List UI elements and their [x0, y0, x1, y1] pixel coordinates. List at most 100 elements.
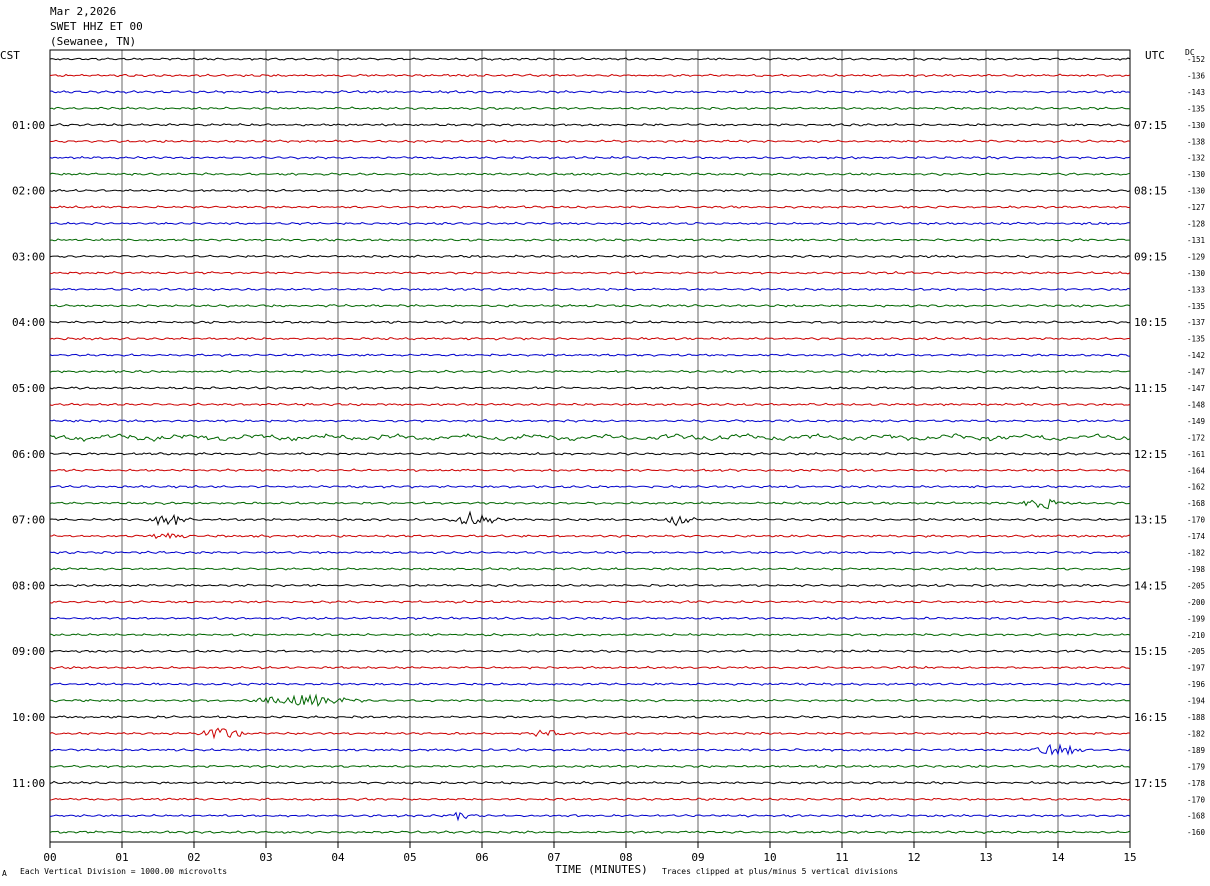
seismic-trace-9 — [49, 188, 1131, 193]
local-hour-label: 06:00 — [12, 448, 45, 461]
dc-offset-label: -168 — [1187, 499, 1206, 508]
utc-hour-label: 17:15 — [1134, 777, 1167, 790]
utc-timezone-label: UTC — [1145, 49, 1165, 62]
x-tick-label: 09 — [691, 851, 704, 864]
seismic-trace-47 — [49, 811, 1131, 822]
seismic-trace-33 — [49, 583, 1131, 588]
dc-offset-label: -179 — [1187, 762, 1205, 771]
local-hour-label: 03:00 — [12, 250, 45, 263]
seismic-trace-18 — [49, 336, 1130, 341]
seismic-trace-6 — [49, 139, 1131, 144]
seismic-trace-29 — [49, 510, 1130, 527]
dc-offset-label: -133 — [1187, 285, 1205, 294]
seismic-trace-31 — [49, 550, 1131, 555]
seismic-trace-24 — [49, 433, 1131, 442]
dc-offset-label: -196 — [1187, 680, 1206, 689]
x-tick-label: 00 — [43, 851, 56, 864]
seismic-trace-8 — [49, 172, 1131, 176]
x-tick-label: 12 — [907, 851, 920, 864]
x-tick-label: 14 — [1051, 851, 1065, 864]
x-tick-label: 13 — [979, 851, 992, 864]
dc-offset-label: -142 — [1187, 351, 1205, 360]
local-hour-label: 05:00 — [12, 382, 45, 395]
seismic-trace-14 — [49, 270, 1131, 275]
seismic-trace-1 — [49, 57, 1131, 61]
dc-offset-label: -147 — [1187, 368, 1205, 377]
dc-offset-label: -160 — [1187, 828, 1206, 837]
x-tick-label: 01 — [115, 851, 128, 864]
x-tick-label: 11 — [835, 851, 848, 864]
utc-hour-label: 12:15 — [1134, 448, 1167, 461]
seismic-trace-36 — [49, 632, 1131, 637]
seismic-trace-20 — [49, 369, 1131, 374]
station-label: SWET HHZ ET 00 — [50, 20, 143, 33]
x-tick-label: 15 — [1123, 851, 1136, 864]
seismic-trace-37 — [49, 649, 1131, 654]
seismic-trace-21 — [49, 386, 1131, 390]
dc-offset-label: -129 — [1187, 252, 1205, 261]
dc-column-label: DC — [1185, 48, 1195, 57]
dc-offset-label: -127 — [1187, 203, 1205, 212]
utc-hour-label: 08:15 — [1134, 185, 1167, 198]
dc-offset-label: -205 — [1187, 647, 1205, 656]
utc-hour-label: 15:15 — [1134, 645, 1167, 658]
seismic-trace-3 — [49, 89, 1131, 94]
seismic-trace-25 — [49, 451, 1131, 456]
utc-hour-label: 14:15 — [1134, 579, 1167, 592]
dc-offset-label: -128 — [1187, 220, 1206, 229]
seismic-trace-34 — [49, 600, 1131, 604]
dc-offset-label: -147 — [1187, 384, 1205, 393]
dc-offset-label: -170 — [1187, 516, 1206, 525]
dc-offset-label: -138 — [1187, 137, 1206, 146]
seismic-trace-46 — [49, 797, 1131, 802]
utc-hour-label: 13:15 — [1134, 514, 1167, 527]
x-axis-title: TIME (MINUTES) — [555, 863, 648, 876]
utc-hour-label: 10:15 — [1134, 316, 1167, 329]
dc-offset-label: -143 — [1187, 88, 1205, 97]
dc-offset-label: -135 — [1187, 335, 1205, 344]
x-tick-label: 04 — [331, 851, 345, 864]
seismic-trace-39 — [49, 682, 1131, 686]
footer-mark: A — [2, 869, 7, 878]
dc-offset-label: -149 — [1187, 417, 1205, 426]
dc-offset-label: -200 — [1187, 598, 1206, 607]
local-hour-label: 07:00 — [12, 514, 45, 527]
x-tick-label: 05 — [403, 851, 416, 864]
dc-offset-label: -130 — [1187, 269, 1206, 278]
local-hour-label: 10:00 — [12, 711, 45, 724]
seismic-trace-10 — [49, 205, 1131, 209]
dc-offset-label: -130 — [1187, 121, 1206, 130]
seismic-trace-43 — [49, 743, 1131, 756]
dc-offset-label: -137 — [1187, 318, 1205, 327]
dc-offset-label: -178 — [1187, 779, 1206, 788]
seismic-trace-44 — [49, 764, 1131, 769]
dc-offset-label: -182 — [1187, 729, 1205, 738]
dc-offset-label: -194 — [1187, 697, 1206, 706]
dc-offset-label: -172 — [1187, 433, 1205, 442]
dc-offset-label: -182 — [1187, 549, 1205, 558]
x-tick-label: 06 — [475, 851, 488, 864]
seismic-trace-12 — [49, 237, 1130, 242]
utc-hour-label: 07:15 — [1134, 119, 1167, 132]
seismic-trace-40 — [49, 693, 1131, 707]
seismic-trace-38 — [49, 665, 1131, 670]
utc-hour-label: 11:15 — [1134, 382, 1167, 395]
seismic-trace-28 — [49, 498, 1131, 510]
seismic-trace-17 — [49, 320, 1131, 324]
x-tick-label: 10 — [763, 851, 776, 864]
seismic-trace-22 — [49, 402, 1131, 407]
seismic-trace-13 — [49, 254, 1131, 259]
dc-offset-label: -168 — [1187, 812, 1206, 821]
seismic-trace-42 — [49, 727, 1131, 740]
local-hour-label: 01:00 — [12, 119, 45, 132]
x-tick-label: 02 — [187, 851, 200, 864]
seismic-trace-5 — [49, 123, 1131, 127]
x-tick-label: 03 — [259, 851, 272, 864]
dc-offset-label: -131 — [1187, 236, 1205, 245]
utc-hour-label: 09:15 — [1134, 250, 1167, 263]
seismic-trace-19 — [49, 353, 1131, 357]
dc-offset-label: -174 — [1187, 532, 1206, 541]
dc-offset-label: -132 — [1187, 154, 1205, 163]
dc-offset-label: -189 — [1187, 746, 1205, 755]
